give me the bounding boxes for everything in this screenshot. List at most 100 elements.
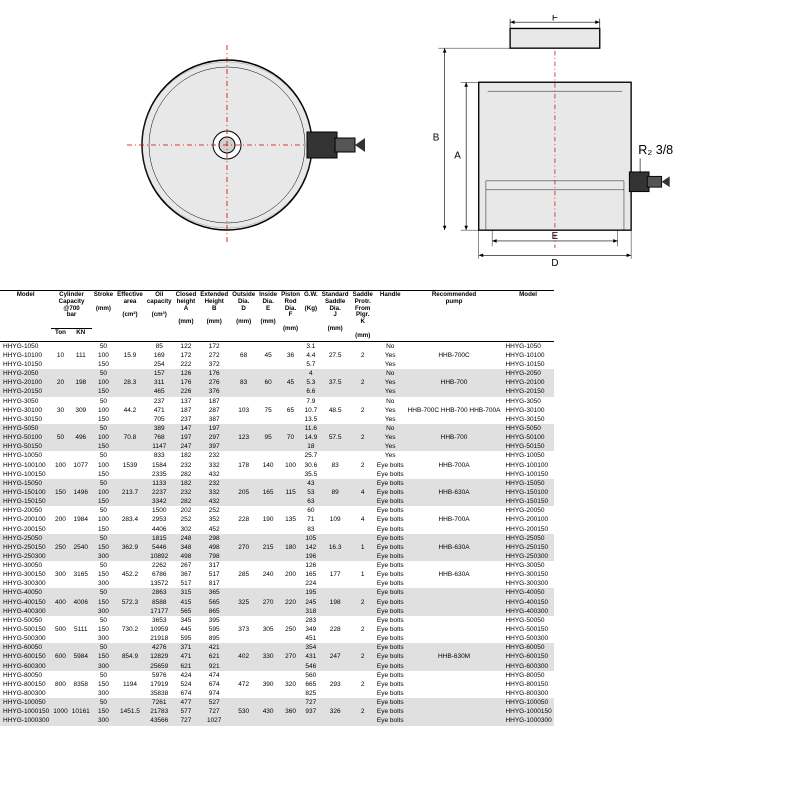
- cell: 198: [320, 588, 351, 615]
- cell: 200: [51, 506, 69, 533]
- col-header: CylinderCapacity@700bar: [51, 291, 92, 329]
- cell: 854.9: [115, 643, 145, 670]
- cell: 4: [351, 479, 375, 506]
- cell: HHB-700: [406, 424, 503, 451]
- cell: 300: [51, 561, 69, 588]
- cell: 197: [198, 424, 230, 433]
- cell: 500: [51, 616, 69, 643]
- cell: 352: [198, 515, 230, 524]
- cell: 267: [174, 561, 199, 570]
- cell: Eye bolts: [375, 506, 406, 515]
- cell: 387: [198, 415, 230, 424]
- cell: 100: [92, 406, 115, 415]
- cell: 27.5: [320, 341, 351, 369]
- cell: 376: [198, 387, 230, 396]
- col-header: Oilcapacity(cm³): [145, 291, 174, 342]
- cell: HHB-630M: [406, 643, 503, 670]
- cell: 150: [92, 570, 115, 579]
- cell: 270: [279, 643, 302, 670]
- cell: HHYG-400150: [0, 598, 51, 607]
- cell: 1147: [145, 442, 174, 451]
- cell: 43566: [145, 716, 174, 725]
- cell: 123: [230, 424, 257, 451]
- cell: 354: [302, 643, 320, 652]
- cell: HHYG-40050: [0, 588, 51, 597]
- cell: 70: [279, 424, 302, 451]
- cell: HHB-700A: [406, 451, 503, 478]
- cell: HHYG-10050: [502, 451, 553, 460]
- cell: 471: [145, 406, 174, 415]
- cell: 600: [51, 643, 69, 670]
- thread-label: R₂ 3/8: [638, 143, 673, 157]
- cell: 7261: [145, 698, 174, 707]
- cell: 282: [174, 497, 199, 506]
- cell: 498: [198, 543, 230, 552]
- cell: HHYG-300150: [0, 570, 51, 579]
- cell: 180: [279, 534, 302, 561]
- cell: 465: [145, 387, 174, 396]
- col-header: PistonRodDia.F(mm): [279, 291, 302, 342]
- cell: 397: [198, 442, 230, 451]
- cell: HHYG-250300: [0, 552, 51, 561]
- cell: HHYG-100100: [502, 461, 553, 470]
- cell: HHYG-800300: [502, 689, 553, 698]
- cell: 2237: [145, 488, 174, 497]
- cell: HHYG-150100: [0, 488, 51, 497]
- cell: 421: [198, 643, 230, 652]
- cell: 48.5: [320, 397, 351, 424]
- cell: HHYG-50150: [0, 442, 51, 451]
- cell: 1815: [145, 534, 174, 543]
- cell: HHYG-150150: [502, 497, 553, 506]
- cell: 300: [92, 662, 115, 671]
- cell: Eye bolts: [375, 525, 406, 534]
- cell: Eye bolts: [375, 552, 406, 561]
- cell: 4406: [145, 525, 174, 534]
- cell: 157: [145, 369, 174, 378]
- table-row: HHYG-30050300316550452.22262267317285240…: [0, 561, 554, 570]
- cell: 245: [302, 598, 320, 607]
- col-header: OutsideDia.D(mm): [230, 291, 257, 342]
- cell: 252: [174, 515, 199, 524]
- cell: [406, 588, 503, 615]
- cell: Yes: [375, 406, 406, 415]
- cell: HHYG-500150: [502, 625, 553, 634]
- cell: [406, 616, 503, 643]
- table-row: HHYG-2050201985028.3157126176836045437.5…: [0, 369, 554, 378]
- cell: 11.6: [302, 424, 320, 433]
- table-row: HHYG-15050150149650213.71133182232205165…: [0, 479, 554, 488]
- cell: 452: [198, 525, 230, 534]
- cell: 140: [257, 451, 279, 478]
- cell: 865: [198, 607, 230, 616]
- cell: 13572: [145, 579, 174, 588]
- cell: HHYG-200100: [502, 515, 553, 524]
- cell: 560: [302, 671, 320, 680]
- cell: 621: [198, 652, 230, 661]
- cell: 25.7: [302, 451, 320, 460]
- cell: 332: [198, 461, 230, 470]
- cell: 5.7: [302, 360, 320, 369]
- cell: 348: [174, 543, 199, 552]
- cell: HHYG-30050: [502, 561, 553, 570]
- cell: 400: [51, 588, 69, 615]
- cell: HHYG-80050: [0, 671, 51, 680]
- cell: 200: [279, 561, 302, 588]
- cell: HHB-630A: [406, 534, 503, 561]
- cell: 205: [230, 479, 257, 506]
- col-header: Stroke(mm): [92, 291, 115, 342]
- cell: Eye bolts: [375, 662, 406, 671]
- cell: 237: [145, 397, 174, 406]
- cell: Yes: [375, 351, 406, 360]
- cell: 50: [92, 479, 115, 488]
- spec-table: ModelCylinderCapacity@700barStroke(mm)Ef…: [0, 290, 554, 726]
- cell: HHB-700: [406, 369, 503, 396]
- cell: 2: [351, 588, 375, 615]
- cell: 431: [302, 652, 320, 661]
- cell: 471: [174, 652, 199, 661]
- cell: [406, 698, 503, 725]
- cell: 285: [230, 561, 257, 588]
- cell: 2: [351, 643, 375, 670]
- cell: HHYG-250150: [0, 543, 51, 552]
- cell: 300: [92, 716, 115, 725]
- cell: [302, 716, 320, 725]
- cell: 300: [92, 689, 115, 698]
